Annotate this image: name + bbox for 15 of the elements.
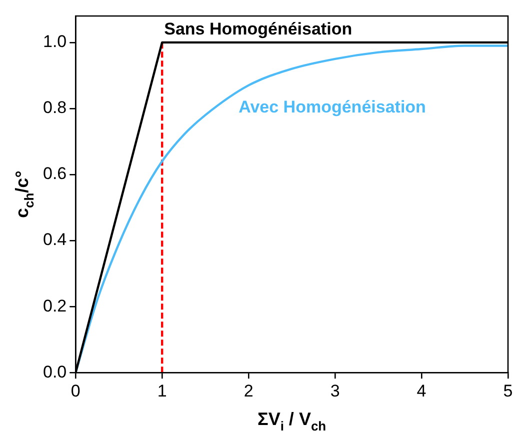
x-tick-label: 0 <box>70 381 80 400</box>
y-tick-label: 0.2 <box>42 296 67 316</box>
series-label: Avec Homogénéisation <box>238 98 426 117</box>
x-tick-label: 4 <box>416 381 426 400</box>
y-tick-label: 0.8 <box>42 98 67 118</box>
x-tick-label: 1 <box>157 381 167 400</box>
series-label: Sans Homogénéisation <box>164 20 352 39</box>
y-tick-label: 0.4 <box>42 230 67 250</box>
y-tick-label: 0.0 <box>42 362 67 382</box>
x-tick-label: 2 <box>244 381 254 400</box>
y-tick-label: 1.0 <box>42 32 67 52</box>
x-tick-label: 5 <box>503 381 513 400</box>
y-tick-label: 0.6 <box>42 164 67 184</box>
y-axis-title: cch/c° <box>12 170 36 218</box>
x-tick-label: 3 <box>330 381 340 400</box>
